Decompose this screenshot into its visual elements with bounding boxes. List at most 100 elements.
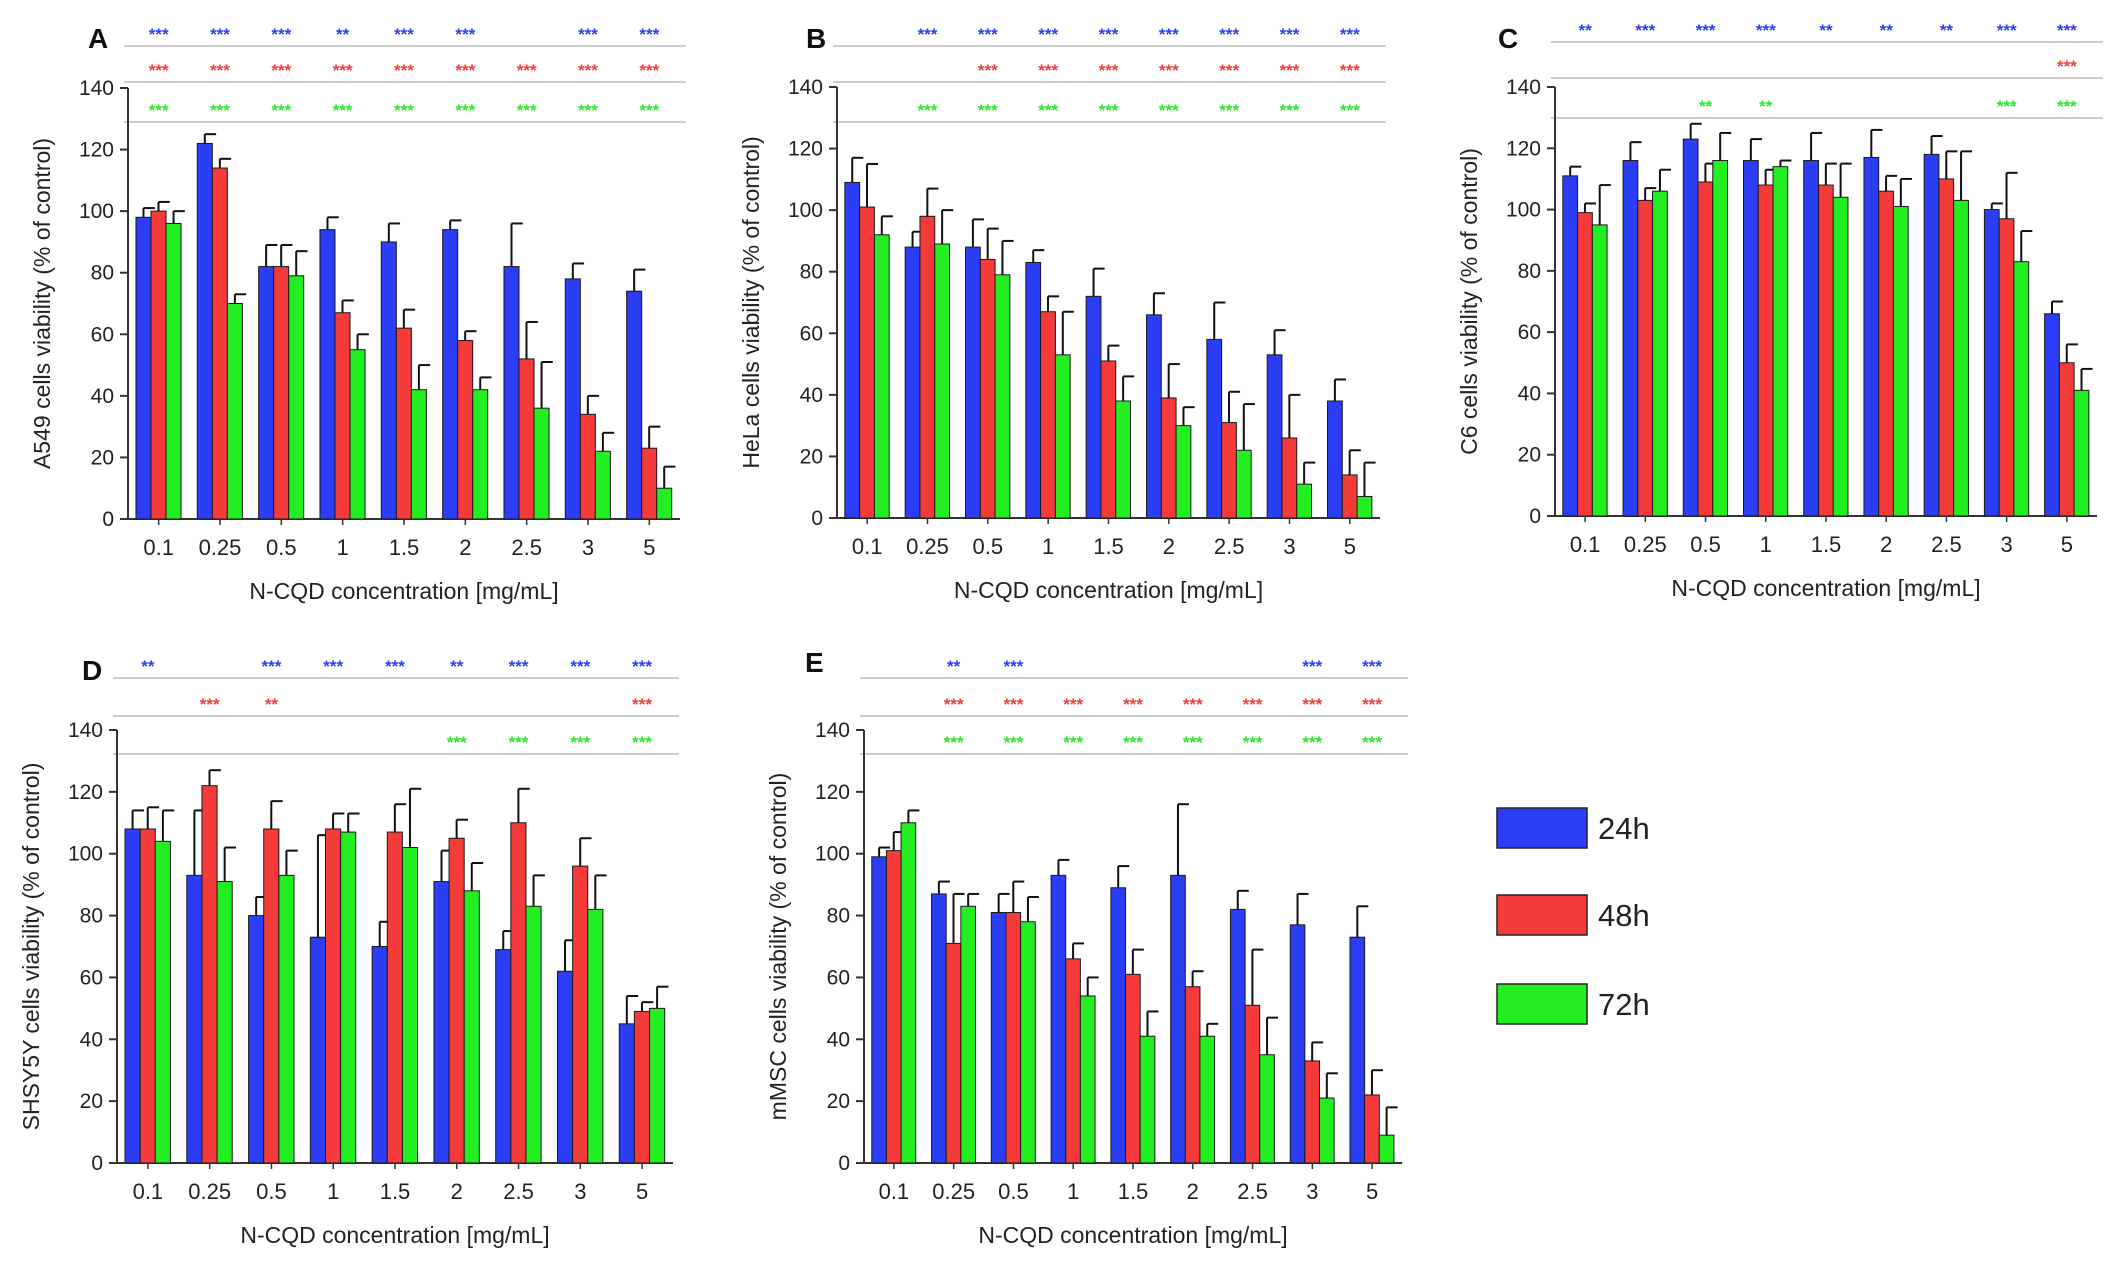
y-tick-label: 100: [815, 843, 850, 866]
significance-mark: ***: [944, 695, 964, 714]
bar-48h-1.5: [395, 327, 412, 520]
x-tick-label: 0.5: [256, 1179, 287, 1204]
x-tick-label: 3: [1306, 1179, 1318, 1204]
significance-mark: **: [1819, 21, 1833, 40]
bar-48h-2: [448, 837, 465, 1164]
significance-mark: ***: [978, 61, 998, 80]
x-tick-label: 5: [643, 535, 655, 560]
significance-mark: ***: [271, 101, 291, 120]
significance-mark: ***: [570, 733, 590, 752]
bar-72h-1.5: [401, 847, 419, 1164]
bar-24h-2.5: [1229, 908, 1246, 1164]
x-tick-label: 2: [459, 535, 471, 560]
y-tick-label: 40: [827, 1028, 850, 1051]
bar-24h-1.5: [1085, 295, 1102, 519]
y-tick-label: 140: [68, 719, 103, 742]
y-tick-label: 40: [80, 1028, 103, 1051]
bar-24h-0.1: [844, 181, 861, 519]
significance-mark: **: [1759, 97, 1773, 116]
bar-72h-2: [1892, 206, 1909, 517]
bar-72h-1.5: [1832, 196, 1849, 517]
bar-48h-1: [325, 828, 342, 1164]
chart-panel-d: D ** *** *** *** ** *** *** ****** ** ****** *** ***…: [18, 655, 679, 1248]
significance-mark: ***: [333, 61, 353, 80]
bar-24h-1: [1025, 261, 1042, 519]
bar-72h-2.5: [525, 905, 542, 1164]
significance-mark: ***: [517, 101, 537, 120]
bar-48h-0.1: [1577, 212, 1593, 517]
significance-mark: ***: [385, 657, 405, 676]
y-tick-label: 80: [91, 262, 114, 285]
significance-mark: ***: [944, 733, 964, 752]
significance-mark: ***: [1219, 25, 1239, 44]
bar-24h-1.5: [1803, 160, 1819, 517]
significance-mark: ***: [1038, 61, 1058, 80]
y-tick-label: 120: [1506, 137, 1541, 160]
bar-72h-0.5: [994, 274, 1011, 519]
bar-72h-0.25: [960, 905, 976, 1164]
bar-24h-0.5: [258, 266, 275, 520]
y-tick-label: 120: [788, 138, 823, 161]
bar-48h-2.5: [1938, 178, 1955, 517]
panel-label: C: [1498, 23, 1518, 54]
bar-24h-2.5: [495, 949, 512, 1164]
bar-48h-1: [1065, 958, 1081, 1164]
bar-48h-2.5: [1244, 1004, 1261, 1164]
bar-24h-5: [626, 290, 643, 520]
x-tick-label: 2.5: [503, 1179, 534, 1204]
y-tick-label: 80: [1518, 260, 1541, 283]
legend-entry-48h: 48h: [1496, 894, 1650, 936]
significance-mark: ***: [1243, 695, 1263, 714]
legend-label-72h: 72h: [1598, 987, 1650, 1022]
bar-24h-1: [309, 936, 326, 1164]
significance-mark: ***: [455, 101, 475, 120]
significance-mark: ***: [517, 61, 537, 80]
bar-48h-1.5: [1100, 360, 1117, 519]
x-tick-label: 0.5: [998, 1179, 1029, 1204]
significance-mark: ***: [1038, 101, 1058, 120]
significance-mark: ***: [262, 657, 282, 676]
bar-48h-5: [641, 447, 658, 520]
significance-mark: ***: [1038, 25, 1058, 44]
y-tick-label: 80: [800, 261, 823, 284]
significance-mark: ***: [1004, 657, 1024, 676]
bar-72h-3: [594, 450, 611, 520]
significance-mark: ***: [1280, 25, 1300, 44]
bar-48h-3: [572, 865, 589, 1164]
significance-mark: ***: [570, 657, 590, 676]
significance-mark: **: [450, 657, 464, 676]
bar-24h-5: [618, 1023, 635, 1164]
x-tick-label: 0.1: [852, 534, 883, 559]
significance-mark: **: [141, 657, 155, 676]
bar-24h-2.5: [1923, 153, 1940, 517]
significance-mark: ***: [1302, 695, 1322, 714]
bar-72h-0.5: [288, 275, 305, 520]
x-tick-label: 0.25: [188, 1179, 231, 1204]
bar-72h-2: [1199, 1035, 1216, 1164]
chart-panel-e: E ** *** *** ****** *** *** *** *** *** *** ****** *…: [765, 647, 1408, 1248]
x-tick-label: 0.25: [932, 1179, 975, 1204]
bar-48h-5: [633, 1010, 651, 1164]
bar-24h-1: [1742, 160, 1759, 517]
bar-72h-3: [1296, 483, 1313, 519]
significance-mark: ***: [578, 25, 598, 44]
y-tick-label: 0: [811, 507, 823, 530]
significance-mark: ***: [639, 25, 659, 44]
panel-label: D: [82, 655, 102, 686]
x-tick-label: 3: [582, 535, 594, 560]
bar-48h-2.5: [1221, 422, 1237, 519]
chart-panels: A *** *** *** ** *** *** *** ****** *** *** *** *** *…: [18, 21, 2103, 1248]
significance-mark: **: [1940, 21, 1954, 40]
significance-mark: ***: [639, 61, 659, 80]
significance-mark: ***: [1159, 61, 1179, 80]
x-tick-label: 0.1: [879, 1179, 910, 1204]
significance-mark: ***: [1362, 733, 1382, 752]
x-tick-label: 1.5: [1093, 534, 1124, 559]
significance-mark: ***: [323, 657, 343, 676]
x-axis-label: N-CQD concentration [mg/mL]: [978, 1222, 1287, 1248]
y-tick-label: 40: [91, 385, 114, 408]
significance-mark: ***: [271, 25, 291, 44]
significance-mark: ***: [1243, 733, 1263, 752]
y-tick-label: 140: [788, 76, 823, 99]
y-tick-label: 20: [80, 1090, 103, 1113]
